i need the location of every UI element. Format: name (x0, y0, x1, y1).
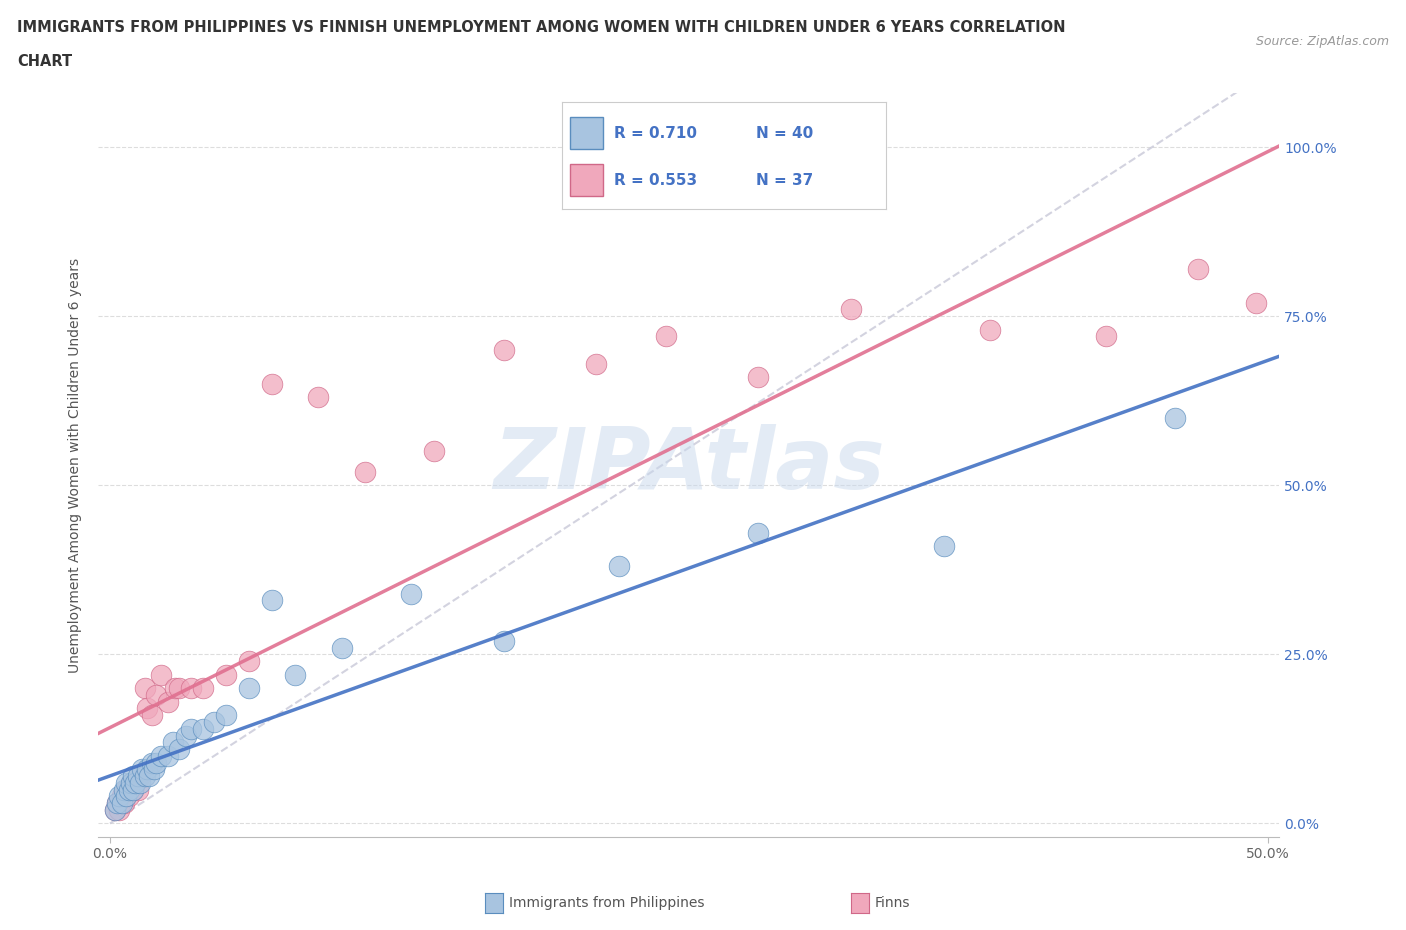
Point (117, 789, 139, 804)
Point (202, 714, 225, 729)
Point (141, 708, 163, 723)
Point (143, 762, 166, 777)
Point (122, 782, 145, 797)
Text: N = 40: N = 40 (756, 126, 814, 140)
Text: Finns: Finns (875, 896, 910, 910)
Point (238, 654, 260, 669)
Point (110, 789, 132, 804)
Text: Source: ZipAtlas.com: Source: ZipAtlas.com (1256, 35, 1389, 48)
Point (262, 592, 284, 607)
Point (262, 377, 284, 392)
Point (138, 769, 160, 784)
Point (162, 735, 184, 750)
Point (145, 755, 167, 770)
Point (169, 741, 191, 756)
Point (104, 803, 127, 817)
Point (149, 667, 172, 682)
Point (108, 789, 131, 804)
Point (215, 708, 238, 723)
Point (122, 769, 145, 784)
Point (307, 390, 329, 405)
Point (1164, 410, 1187, 425)
Point (105, 796, 128, 811)
Point (127, 782, 149, 797)
Point (1094, 329, 1116, 344)
Point (1187, 261, 1209, 276)
Point (136, 762, 159, 777)
Text: CHART: CHART (17, 54, 72, 69)
FancyBboxPatch shape (571, 165, 603, 196)
Point (330, 640, 353, 655)
Text: R = 0.710: R = 0.710 (614, 126, 697, 140)
Text: Immigrants from Philippines: Immigrants from Philippines (509, 896, 704, 910)
Text: IMMIGRANTS FROM PHILIPPINES VS FINNISH UNEMPLOYMENT AMONG WOMEN WITH CHILDREN UN: IMMIGRANTS FROM PHILIPPINES VS FINNISH U… (17, 20, 1066, 35)
Point (839, 302, 862, 317)
Point (105, 796, 128, 811)
Point (191, 722, 214, 737)
Y-axis label: Unemployment Among Women with Children Under 6 years: Unemployment Among Women with Children U… (69, 258, 83, 672)
Point (399, 586, 422, 601)
Point (145, 687, 167, 702)
Point (169, 681, 191, 696)
Point (136, 701, 159, 716)
Point (492, 633, 515, 648)
Point (129, 776, 152, 790)
Point (134, 681, 156, 696)
Point (747, 525, 769, 540)
Point (932, 538, 955, 553)
Text: ZIPAtlas: ZIPAtlas (494, 423, 884, 507)
Point (115, 782, 138, 797)
Point (156, 695, 179, 710)
Point (609, 559, 631, 574)
Point (122, 782, 145, 797)
Point (149, 749, 172, 764)
Point (191, 681, 214, 696)
Point (117, 782, 139, 797)
Point (979, 323, 1001, 338)
Point (112, 782, 135, 797)
Text: N = 37: N = 37 (756, 173, 814, 188)
Point (104, 803, 127, 817)
Point (180, 722, 202, 737)
Point (120, 776, 142, 790)
Point (108, 803, 131, 817)
Point (1246, 295, 1268, 310)
Point (492, 342, 515, 357)
FancyBboxPatch shape (571, 117, 603, 150)
Point (124, 776, 146, 790)
Point (112, 796, 135, 811)
Text: R = 0.553: R = 0.553 (614, 173, 697, 188)
Point (585, 356, 607, 371)
Point (423, 444, 446, 458)
Point (353, 464, 375, 479)
Point (163, 681, 186, 696)
Point (129, 769, 152, 784)
Point (120, 776, 142, 790)
Point (238, 681, 260, 696)
Point (115, 776, 138, 790)
Point (131, 762, 153, 777)
Point (110, 796, 132, 811)
Point (176, 728, 198, 743)
Point (156, 749, 179, 764)
Point (115, 789, 138, 804)
Point (180, 681, 202, 696)
Point (141, 755, 163, 770)
Point (655, 329, 678, 344)
Point (134, 769, 156, 784)
Point (747, 369, 769, 384)
Point (127, 769, 149, 784)
Point (284, 667, 307, 682)
Point (215, 667, 238, 682)
Point (124, 776, 146, 790)
